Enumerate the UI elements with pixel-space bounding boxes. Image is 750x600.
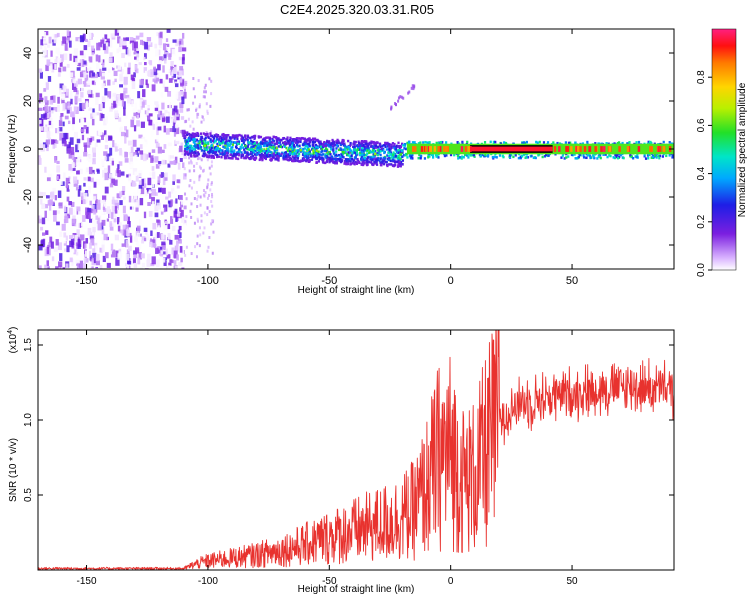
snr-y-tick-label: 0.5	[23, 488, 34, 502]
snr-y-axis-label: SNR (10 * v/v)	[8, 438, 19, 502]
spectrogram-y-tick-label: 40	[22, 47, 34, 59]
snr-y-tick-label: 1.5	[23, 338, 34, 352]
spectrogram-carrier-line	[402, 140, 674, 160]
spectrogram-y-tick-label: -20	[22, 189, 34, 205]
snr-y-multiplier: (x104)	[7, 327, 19, 354]
spectrogram-x-tick-label: -50	[321, 275, 337, 287]
snr-x-tick-label: 0	[448, 576, 454, 587]
colorbar-tick-label: 0.0	[696, 263, 707, 277]
snr-panel: -150 -100 -50 0 50 0.5 1.0 1.5 Height of strai…	[7, 327, 675, 595]
spectrogram-x-tick-label: -150	[76, 275, 98, 287]
snr-multiplier-base: (x10	[8, 333, 19, 353]
snr-x-tick-label: -50	[322, 576, 337, 587]
snr-y-tick-label: 1.0	[23, 413, 34, 427]
spectrogram-x-tick-label: -100	[197, 275, 219, 287]
snr-multiplier-close: )	[8, 327, 19, 330]
spectrogram-x-tick-label: 50	[566, 275, 578, 287]
spectrogram-noise-region	[38, 29, 215, 269]
carrier-core	[470, 146, 553, 152]
snr-frame	[37, 329, 675, 571]
snr-x-tick-label: -100	[198, 576, 218, 587]
colorbar-tick-label: 0.4	[696, 166, 707, 180]
spectrogram-y-tick-label: -40	[22, 237, 34, 253]
spectrogram-y-tick-label: 0	[22, 146, 34, 152]
snr-series-line	[38, 330, 674, 570]
colorbar-tick-label: 0.8	[696, 70, 707, 84]
figure-title: C2E4.2025.320.03.31.R05	[280, 2, 434, 17]
spectrogram-panel: -150 -100 -50 0 50 -40 -20 0 20 40 Height of str…	[7, 28, 675, 296]
colorbar-tick-label: 0.2	[696, 214, 707, 228]
snr-x-tick-label: -150	[77, 576, 97, 587]
colorbar-gradient	[711, 28, 737, 271]
snr-x-axis-label: Height of straight line (km)	[298, 584, 415, 595]
spectrogram-signal-band	[183, 84, 416, 168]
spectrogram-x-tick-label: 0	[448, 275, 454, 287]
colorbar: 0.0 0.2 0.4 0.6 0.8 Normalized spectral ampl…	[696, 28, 748, 277]
snr-multiplier-exponent: 4	[7, 330, 14, 334]
spectrogram-y-tick-label: 20	[22, 95, 34, 107]
spectrogram-y-axis-label: Frequency (Hz)	[7, 115, 18, 184]
snr-x-tick-label: 50	[566, 576, 578, 587]
colorbar-label: Normalized spectral amplitude	[737, 82, 748, 217]
colorbar-tick-label: 0.6	[696, 118, 707, 132]
spectrogram-x-axis-label: Height of straight line (km)	[298, 285, 415, 296]
